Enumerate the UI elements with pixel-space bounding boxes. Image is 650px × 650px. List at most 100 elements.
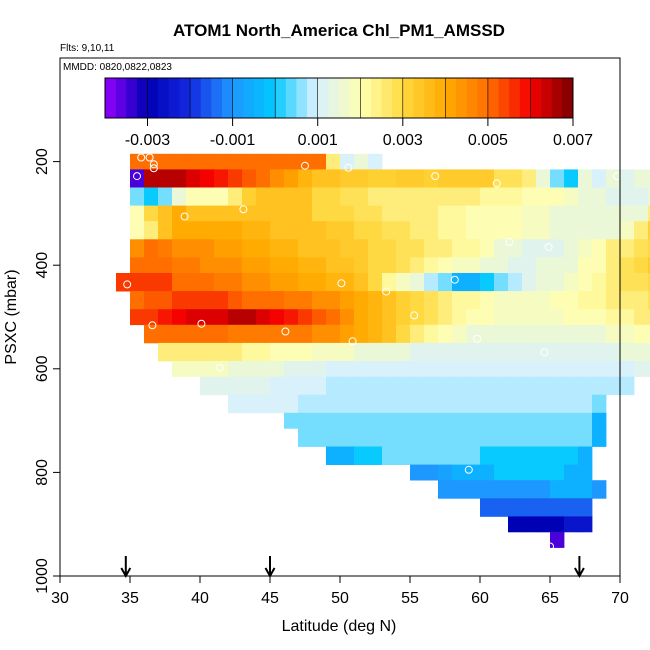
heatmap-cell [452, 324, 467, 344]
sample-point [145, 153, 154, 162]
heatmap-cell [494, 361, 509, 377]
sample-point [123, 280, 132, 289]
heatmap-cell [186, 257, 201, 274]
heatmap-cell [158, 169, 173, 188]
heatmap-cell [424, 169, 439, 188]
heatmap-cell [606, 309, 621, 326]
heatmap-cell [410, 446, 425, 465]
sample-point [215, 363, 224, 372]
heatmap-cell [228, 257, 243, 274]
heatmap-cell [536, 428, 551, 447]
heatmap-cell [340, 394, 355, 414]
heatmap-cell [536, 464, 551, 481]
heatmap-cell [648, 239, 650, 258]
heatmap-cell [508, 273, 523, 292]
heatmap-cell [172, 324, 187, 344]
heatmap-cell [536, 169, 551, 188]
heatmap-cell [228, 291, 243, 310]
heatmap-cell [312, 428, 327, 447]
heatmap-cell [508, 291, 523, 310]
heatmap-cell [312, 361, 327, 377]
heatmap-cell [298, 428, 313, 447]
heatmap-cell [424, 205, 439, 222]
heatmap-cell [144, 187, 159, 206]
heatmap-cell [480, 187, 495, 206]
heatmap-cell [130, 205, 145, 222]
heatmap-cell [480, 446, 495, 465]
heatmap-cell [130, 309, 145, 326]
heatmap-cell [550, 169, 565, 188]
heatmap-cell [466, 221, 481, 240]
heatmap-cell [312, 239, 327, 258]
heatmap-cell [158, 324, 173, 344]
colorbar-swatch [339, 78, 350, 118]
colorbar-swatch [424, 78, 436, 118]
heatmap-cell [144, 205, 159, 222]
heatmap-cell [186, 169, 201, 188]
heatmap-cell [410, 221, 425, 240]
heatmap-cell [256, 257, 271, 274]
heatmap-cell [578, 464, 593, 481]
heatmap-cell [340, 221, 355, 240]
heatmap-cell [438, 309, 453, 326]
heatmap-cell [200, 187, 215, 206]
heatmap-cell [186, 361, 201, 377]
heatmap-cell [256, 205, 271, 222]
heatmap-cell [340, 153, 355, 170]
heatmap-cell [648, 273, 650, 292]
heatmap-cell [648, 257, 650, 274]
heatmap-cell [620, 273, 635, 292]
heatmap-cell [522, 342, 537, 362]
heatmap-cell [340, 291, 355, 310]
heatmap-cell [326, 205, 341, 222]
heatmap-cell [410, 324, 425, 344]
heatmap-cell [158, 342, 173, 362]
heatmap-cell [424, 187, 439, 206]
heatmap-cell [354, 361, 369, 377]
heatmap-cell [186, 187, 201, 206]
heatmap-cell [494, 464, 509, 481]
heatmap-cell [424, 446, 439, 465]
heatmap-cell [214, 169, 229, 188]
heatmap-cell [410, 169, 425, 188]
heatmap-cell [578, 291, 593, 310]
heatmap-cell [200, 169, 215, 188]
x-tick-label: 40 [191, 590, 209, 607]
heatmap-cell [480, 498, 495, 517]
heatmap-cell [522, 221, 537, 240]
heatmap-cell [634, 342, 649, 362]
heatmap-cell [200, 342, 215, 362]
heatmap-cell [298, 239, 313, 258]
sample-point [410, 311, 419, 320]
heatmap-cell [340, 239, 355, 258]
colorbar-tick-label: 0.003 [383, 132, 423, 149]
heatmap-cell [228, 324, 243, 344]
heatmap-cell [186, 291, 201, 310]
heatmap-cell [536, 361, 551, 377]
heatmap-cell [564, 273, 579, 292]
heatmap-cell [466, 291, 481, 310]
heatmap-cell [144, 239, 159, 258]
heatmap-cell [564, 324, 579, 344]
colorbar-tick-label: -0.001 [210, 132, 255, 149]
heatmap-cell [536, 412, 551, 429]
heatmap-cell [536, 257, 551, 274]
heatmap-cell [620, 309, 635, 326]
heatmap-cell [340, 205, 355, 222]
heatmap-cell [536, 394, 551, 414]
heatmap-cell [144, 291, 159, 310]
heatmap-cell [396, 187, 411, 206]
heatmap-cell [634, 239, 649, 258]
colorbar-swatch [509, 78, 521, 118]
heatmap-cell [578, 309, 593, 326]
colorbar-swatch [541, 78, 553, 118]
heatmap-cell [158, 153, 173, 170]
heatmap-cell [508, 428, 523, 447]
heatmap-cell [522, 446, 537, 465]
heatmap-cell [130, 257, 145, 274]
heatmap-cell [270, 394, 285, 414]
heatmap-cell [214, 153, 229, 170]
colorbar-swatch [147, 78, 159, 118]
heatmap-cell [382, 273, 397, 292]
colorbar-ticks: -0.003 -0.001 0.001 0.003 0.005 0.007 [125, 118, 593, 149]
